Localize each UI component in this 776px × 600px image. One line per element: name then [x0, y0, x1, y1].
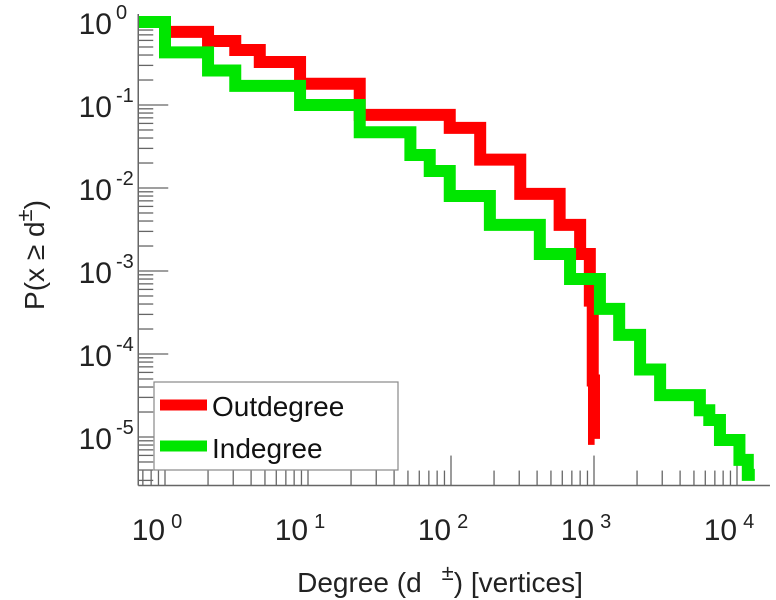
series-lines — [138, 16, 755, 481]
x-axis-title: Degree (d ±) [vertices] — [297, 560, 583, 598]
y-tick-exponent: -5 — [116, 417, 134, 439]
x-tick-label: 10 0 — [132, 511, 183, 547]
y-tick-label: 10 — [79, 91, 112, 124]
x-tick-label: 10 4 — [704, 511, 755, 547]
x-tick-label: 10 3 — [561, 511, 612, 547]
legend-label-outdegree: Outdegree — [212, 391, 344, 422]
y-tick-exponent: 0 — [116, 2, 127, 24]
series-line-outdegree — [165, 25, 600, 445]
series-line-indegree — [138, 16, 755, 481]
y-tick-exponent: -2 — [116, 168, 134, 190]
y-tick-exponent: -1 — [116, 85, 134, 107]
y-axis-title: P(x ≥ d±) — [12, 200, 50, 310]
legend: Outdegree Indegree — [153, 381, 399, 471]
y-tick-label: 10 — [79, 423, 112, 456]
y-tick-exponent: -3 — [116, 251, 134, 273]
x-tick-labels: 10 0 10 1 10 2 10 3 10 4 — [132, 511, 755, 547]
y-tick-label: 10 — [79, 8, 112, 41]
x-tick-label: 10 2 — [418, 511, 469, 547]
y-tick-label: 10 — [79, 257, 112, 290]
legend-box — [153, 381, 399, 471]
x-tick-label: 10 1 — [275, 511, 326, 547]
legend-label-indegree: Indegree — [212, 433, 323, 464]
y-tick-label: 10 — [79, 174, 112, 207]
y-tick-exponent: -4 — [116, 334, 134, 356]
y-tick-label: 10 — [79, 340, 112, 373]
